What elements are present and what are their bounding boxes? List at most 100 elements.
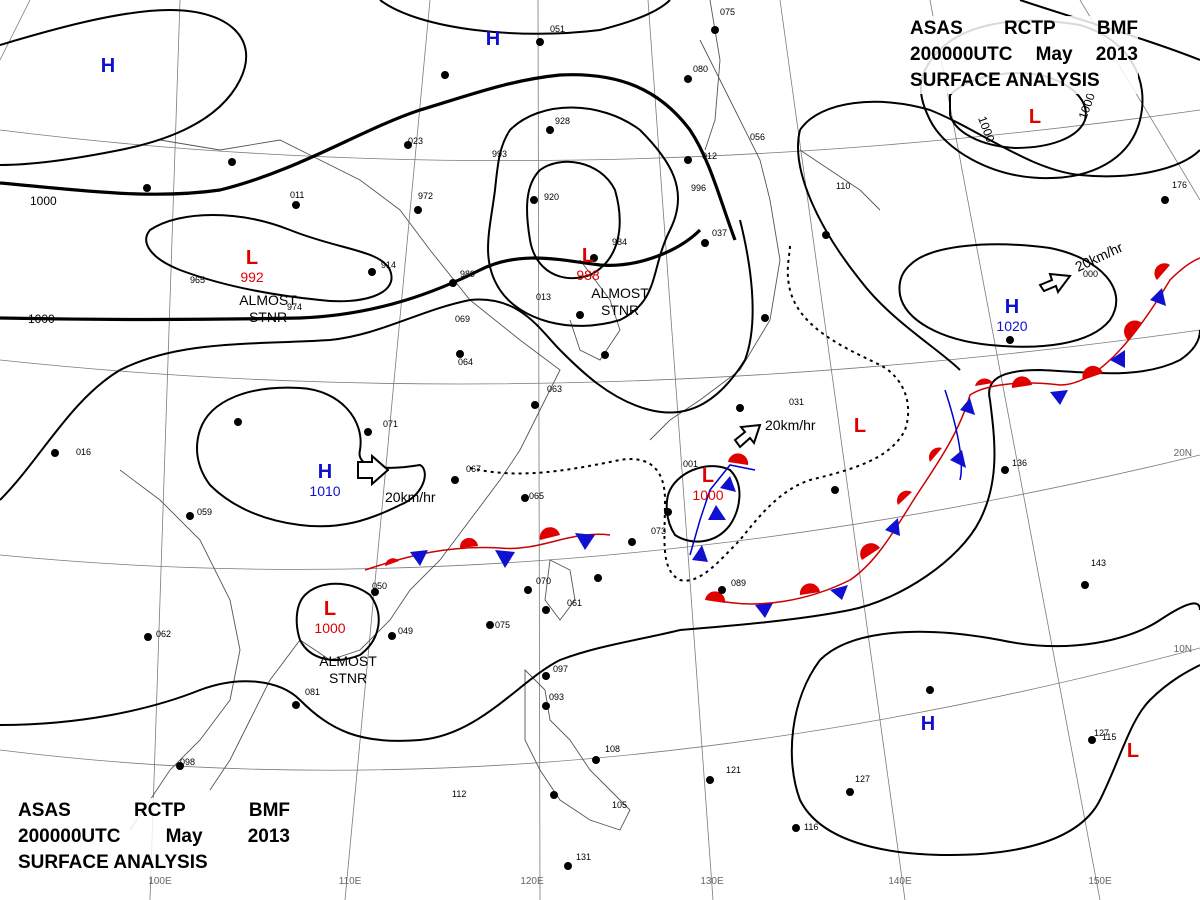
warm-front-symbols [385,263,1170,603]
longitude-label: 150E [1088,876,1112,887]
stationary-front-east [689,464,756,556]
station-pressure-label: 049 [398,626,413,636]
longitude-label: 120E [520,876,544,887]
title-time-bottom: 200000UTC [18,826,121,847]
meridian-120e [537,0,541,900]
station-pressure-label: 116 [804,822,818,832]
meridian-110e [344,0,431,900]
station-pressure-label: 080 [693,64,708,74]
latitude-label: 10N [1174,644,1192,655]
motion-note: ALMOST [239,292,297,308]
longitude-label: 110E [339,876,362,887]
coast-kuril [799,149,881,211]
isobar-low-988-outer [487,106,679,327]
speed-note: 20km/hr [765,417,816,433]
station-pressure-label: 073 [651,526,666,536]
station-pressure-label: 051 [550,24,565,34]
isobar-trough-dotted [469,244,910,582]
parallel-40n [0,109,1200,162]
parallel-10n [0,647,1200,771]
title-source: RCTP [1003,18,1056,39]
coast-taiwan [544,559,576,621]
isobar-low-992 [145,214,393,303]
isobar-east-1020 [898,243,1118,348]
station-pressure-label: 098 [180,757,195,767]
isobar-label: 1000 [30,194,57,208]
low-center-letter: L [246,247,258,269]
title-source-bottom: RCTP [133,800,186,821]
station-pressure-label: 064 [458,357,473,367]
isobar-1010-high [196,386,426,528]
station-pressure-label: 069 [455,314,470,324]
title-code-bottom: BMF [248,800,290,821]
station-pressure-label: 176 [1172,180,1187,190]
isobar-low-1000-west [295,582,380,661]
title-year-bottom: 2013 [247,826,290,847]
cold-front-symbols [410,288,1166,618]
station-pressure-label: 108 [605,744,620,754]
station-pressure-label: 972 [418,191,433,201]
low-center-letter: L [324,598,336,620]
title-line-2: 200000UTC May 2013 [910,42,1138,68]
station-pressure-label: 121 [726,765,741,775]
station-pressure-label: 056 [750,132,765,142]
isobar-north-left-1 [0,8,248,166]
station-pressure-label: 928 [555,116,570,126]
station-pressure-label: 001 [683,459,698,469]
station-pressure-label: 093 [549,692,564,702]
station-pressure-label: 075 [720,7,735,17]
station-markers [51,26,1169,870]
center-pressure-value: 1000 [314,620,345,636]
station-pressure-label: 131 [576,852,591,862]
high-center-letter: H [486,28,500,50]
title-line-1: ASAS RCTP BMF [910,16,1138,42]
station-pressure-label: 000 [1083,269,1098,279]
station-pressure-label: 065 [529,491,544,501]
station-pressure-label: 914 [381,260,396,270]
isobar-south-east [679,329,1200,631]
high-center-letter: H [318,461,332,483]
station-pressure-label: 984 [612,237,627,247]
station-pressure-label: 037 [712,228,727,238]
isobar-1000-mid [0,228,702,322]
station-pressure-label: 067 [466,464,481,474]
stationary-front-south-blue [944,389,963,481]
station-pressure-label: 974 [287,302,302,312]
isobar-east-large-2 [797,129,961,371]
coast-philippines [524,668,631,831]
title-month: May [1035,44,1073,65]
title-agency-bottom: ASAS [18,800,71,821]
title-time: 200000UTC [910,44,1013,65]
motion-arrow-2 [733,423,762,449]
station-pressure-label: 105 [612,800,627,810]
speed-note: 20km/hr [385,489,436,505]
meridian-100e [149,0,181,900]
longitude-label: 100E [148,876,172,887]
low-center-letter: L [854,415,866,437]
title-product-bottom: SURFACE ANALYSIS [18,852,208,873]
title-line-1-bottom: ASAS RCTP BMF [18,798,290,824]
isobar-south-west [0,629,681,742]
title-month-bottom: May [165,826,203,847]
isobar-label: 1000 [28,312,55,326]
center-pressure-value: 1000 [692,487,723,503]
station-pressure-label: 110 [836,181,850,191]
station-pressure-label: 023 [408,136,423,146]
low-center-letter: L [1127,740,1139,762]
isobar-low-1000-center [665,465,741,543]
meridian-140e [779,0,906,900]
meridian-extra-w [0,0,31,61]
title-code: BMF [1096,18,1138,39]
longitude-label: 140E [888,876,912,887]
isobar-southeast-loop [790,602,1200,857]
station-pressure-label: 013 [536,292,551,302]
center-pressure-value: 988 [576,267,600,283]
station-pressure-label: 061 [567,598,582,608]
motion-note: STNR [601,302,639,318]
title-line-2-bottom: 200000UTC May 2013 [18,824,290,850]
low-center-letter: L [582,245,594,267]
station-pressure-label: 011 [290,190,304,200]
center-pressure-value: 992 [240,269,264,285]
title-line-3: SURFACE ANALYSIS [910,68,1138,94]
